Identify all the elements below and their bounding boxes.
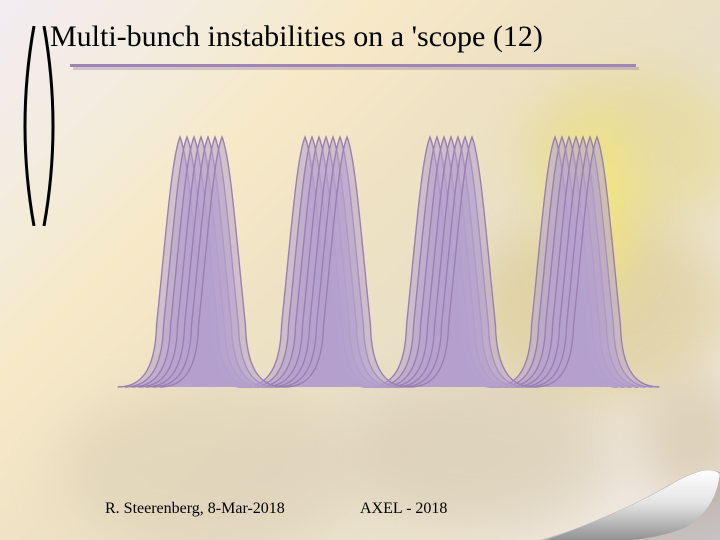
page-title: Multi-bunch instabilities on a 'scope (1… — [50, 20, 543, 54]
scope-traces-chart — [125, 115, 630, 395]
chart-svg — [125, 115, 630, 395]
title-underline — [70, 64, 636, 67]
slide: Multi-bunch instabilities on a 'scope (1… — [0, 0, 720, 540]
title-underline-shadow — [73, 67, 639, 70]
footer-conference: AXEL - 2018 — [360, 500, 447, 518]
footer-author-date: R. Steerenberg, 8-Mar-2018 — [105, 500, 285, 518]
side-paren-accent — [14, 26, 68, 226]
page-curl — [540, 450, 720, 540]
